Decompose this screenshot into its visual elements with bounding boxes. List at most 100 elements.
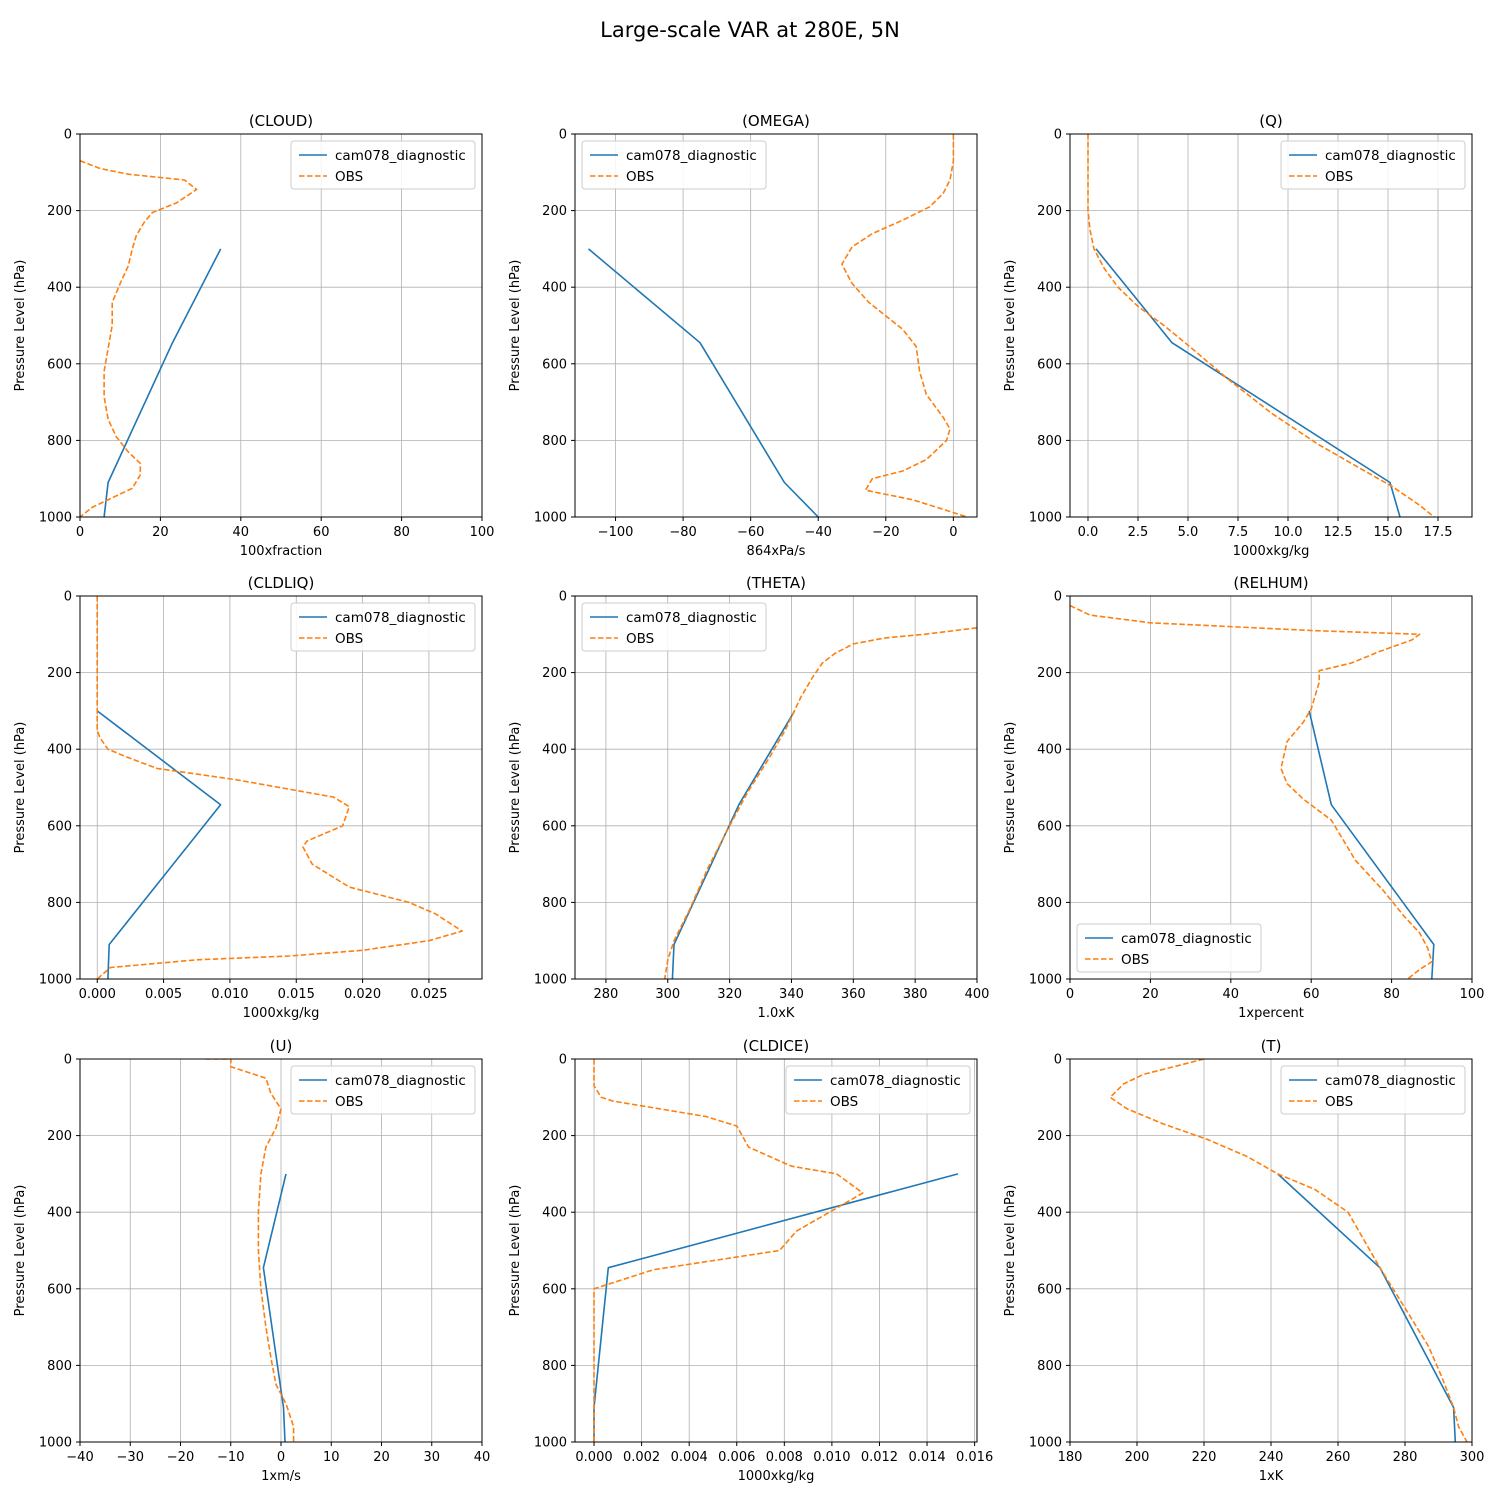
y-tick-label: 0 xyxy=(559,590,567,605)
y-tick-label: 800 xyxy=(542,434,567,449)
x-axis-label: 1000xkg/kg xyxy=(243,1006,320,1021)
x-tick-label: 380 xyxy=(903,987,928,1002)
y-axis-label: Pressure Level (hPa) xyxy=(1003,722,1018,854)
x-tick-label: 0.020 xyxy=(344,987,381,1002)
x-tick-label: 80 xyxy=(1383,987,1400,1002)
x-tick-label: 300 xyxy=(1460,1450,1485,1465)
x-tick-label: 200 xyxy=(1125,1450,1150,1465)
x-axis-label: 1000xkg/kg xyxy=(1233,544,1310,559)
y-tick-label: 800 xyxy=(1037,434,1062,449)
y-axis-label: Pressure Level (hPa) xyxy=(1003,1185,1018,1317)
obs-line xyxy=(1109,1059,1468,1442)
y-tick-label: 200 xyxy=(542,666,567,681)
legend-box xyxy=(1076,923,1262,973)
x-tick-label: 220 xyxy=(1192,1450,1217,1465)
subplot-title: (U) xyxy=(270,1037,293,1055)
x-tick-label: 400 xyxy=(965,987,990,1002)
x-tick-label: 100 xyxy=(470,525,495,540)
axes-frame xyxy=(574,595,978,980)
obs-line xyxy=(205,1059,295,1442)
legend-box xyxy=(581,602,767,652)
x-axis-label: 100xfraction xyxy=(240,544,322,559)
obs-line xyxy=(1070,604,1433,979)
y-tick-label: 600 xyxy=(542,819,567,834)
y-axis-label: Pressure Level (hPa) xyxy=(13,1185,28,1317)
y-axis-label: Pressure Level (hPa) xyxy=(13,722,28,854)
y-tick-label: 1000 xyxy=(1029,973,1062,988)
y-tick-label: 0 xyxy=(64,590,72,605)
subplot-cloud: 0 20 40 60 80 10002004006008001000(CLOUD)100x… xyxy=(13,112,494,559)
subplot-t: 180 200 220 240 260 280 300 0 200 400 600 800 1000 (T… xyxy=(1003,1037,1484,1484)
y-tick-label: 200 xyxy=(1037,1129,1062,1144)
x-axis-label: 1xm/s xyxy=(261,1469,301,1484)
subplot-grid: 0 20 40 60 80 10002004006008001000(CLOUD)100x… xyxy=(13,112,1484,1484)
model-line xyxy=(262,1173,287,1442)
subplot-title: (T) xyxy=(1261,1037,1282,1055)
y-tick-label: 400 xyxy=(542,743,567,758)
subplot-cldliq: 0.000 0.005 0.010 0.015 0.020 0.025 0 200 400 600… xyxy=(13,574,483,1021)
x-tick-label: −80 xyxy=(669,525,696,540)
y-tick-label: 1000 xyxy=(534,511,567,526)
obs-line xyxy=(593,1059,864,1442)
model-line xyxy=(587,248,819,517)
subplot-title: (OMEGA) xyxy=(742,112,810,130)
x-tick-label: 100 xyxy=(1460,987,1485,1002)
x-tick-label: 0.010 xyxy=(813,1450,850,1465)
y-tick-label: 200 xyxy=(1037,666,1062,681)
y-tick-label: 400 xyxy=(542,1206,567,1221)
y-tick-label: 800 xyxy=(1037,1359,1062,1374)
obs-line xyxy=(663,627,977,979)
legend-label: OBS xyxy=(1121,952,1149,968)
legend-label: OBS xyxy=(830,1094,858,1110)
obs-line xyxy=(1087,134,1435,517)
y-tick-label: 1000 xyxy=(1029,1436,1062,1451)
axes-frame xyxy=(1069,133,1473,518)
x-tick-label: 0.002 xyxy=(623,1450,660,1465)
y-tick-label: 800 xyxy=(1037,896,1062,911)
legend-label: OBS xyxy=(335,169,363,185)
x-tick-label: 0.025 xyxy=(410,987,447,1002)
x-tick-label: 280 xyxy=(594,987,619,1002)
y-tick-label: 0 xyxy=(1054,1053,1062,1068)
subplot-relhum: 0 20 40 60 80 10002004006008001000(RELHUM)1xp… xyxy=(1003,574,1484,1021)
x-tick-label: 10 xyxy=(323,1450,340,1465)
y-tick-label: 200 xyxy=(47,204,72,219)
x-tick-label: 0.000 xyxy=(575,1450,612,1465)
y-axis-label: Pressure Level (hPa) xyxy=(508,260,523,392)
x-tick-label: 40 xyxy=(233,525,250,540)
y-tick-label: 400 xyxy=(1037,1206,1062,1221)
x-tick-label: 0.0 xyxy=(1078,525,1099,540)
y-tick-label: 200 xyxy=(1037,204,1062,219)
plot-area xyxy=(575,596,977,979)
subplot-u: −40 −30 −20 −10 0 10 20 30 4002004006008001000(U… xyxy=(13,1037,490,1484)
x-tick-label: −40 xyxy=(66,1450,93,1465)
x-tick-label: 0.000 xyxy=(79,987,116,1002)
y-tick-label: 800 xyxy=(47,1359,72,1374)
x-tick-label: 320 xyxy=(717,987,742,1002)
y-tick-label: 1000 xyxy=(39,973,72,988)
x-axis-label: 864xPa/s xyxy=(747,544,806,559)
y-tick-label: 0 xyxy=(64,128,72,143)
y-tick-label: 600 xyxy=(542,357,567,372)
x-axis-label: 1xK xyxy=(1259,1469,1284,1484)
y-tick-label: 400 xyxy=(1037,281,1062,296)
axes-frame xyxy=(574,1058,978,1443)
x-tick-label: 0.006 xyxy=(718,1450,755,1465)
x-tick-label: 5.0 xyxy=(1178,525,1199,540)
x-tick-label: 0.016 xyxy=(956,1450,993,1465)
legend: cam078_diagnostic OBS xyxy=(1280,1065,1466,1115)
y-tick-label: 0 xyxy=(64,1053,72,1068)
y-tick-label: 600 xyxy=(47,357,72,372)
y-tick-label: 600 xyxy=(1037,819,1062,834)
y-tick-label: 600 xyxy=(1037,357,1062,372)
legend-label: cam078_diagnostic xyxy=(1325,148,1456,164)
legend-label: OBS xyxy=(335,631,363,647)
subplot-theta: 280 300 320 340 360 380 400 0 200 400 600 800 1000 (T… xyxy=(508,574,989,1021)
x-tick-label: 360 xyxy=(841,987,866,1002)
subplot-q: 0.0 2.5 5.0 7.5 10.0 12.5 15.0 17.5 0 200 400 600 80… xyxy=(1003,112,1473,559)
legend-label: cam078_diagnostic xyxy=(830,1073,961,1089)
plot-area xyxy=(1070,134,1472,517)
y-tick-label: 200 xyxy=(47,1129,72,1144)
subplot-omega: −100 −80 −60 −40 −20 0 0 200 400 600 800 1000 (OMEGA… xyxy=(508,112,978,559)
y-tick-label: 1000 xyxy=(39,1436,72,1451)
